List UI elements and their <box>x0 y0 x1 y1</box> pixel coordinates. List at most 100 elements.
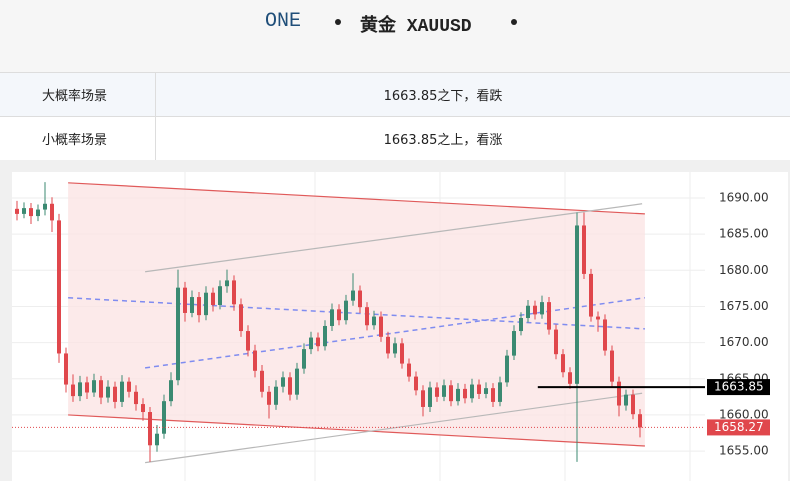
candle-body <box>617 381 621 406</box>
candle-body <box>267 391 271 405</box>
candle-body <box>386 336 390 354</box>
candle-body <box>379 316 383 337</box>
trend-line <box>145 203 643 273</box>
y-tick-label: 1655.00 <box>719 444 769 458</box>
y-tick-label: 1675.00 <box>719 299 769 313</box>
candle-body <box>582 225 586 274</box>
candle-body <box>141 404 145 413</box>
candle-body <box>344 300 348 321</box>
candle-body <box>610 350 614 382</box>
candle-body <box>561 354 565 373</box>
candle-body <box>365 307 369 326</box>
table-row: 大概率场景 1663.85之下，看跌 <box>0 73 790 117</box>
candle-body <box>43 203 47 210</box>
price-level-tag <box>707 419 770 436</box>
candle-body <box>400 343 404 364</box>
candle-body <box>281 377 285 387</box>
candle-body <box>148 412 152 446</box>
candle-body <box>589 273 593 317</box>
candle-body <box>183 287 187 313</box>
candle-body <box>421 390 425 407</box>
candle-body <box>302 349 306 369</box>
candle-body <box>85 382 89 393</box>
candle-body <box>477 384 481 394</box>
candle-body <box>393 343 397 354</box>
candle-body <box>435 387 439 397</box>
scenario-label: 小概率场景 <box>0 117 156 160</box>
candle-body <box>260 370 264 392</box>
candle-body <box>197 297 201 316</box>
candle-body <box>190 297 194 313</box>
trend-line <box>68 182 645 215</box>
candle-body <box>456 388 460 402</box>
candle-body <box>15 208 19 214</box>
candle-body <box>603 319 607 351</box>
candle-body <box>99 380 103 398</box>
candle-body <box>505 355 509 383</box>
candle-body <box>491 388 495 402</box>
candle-body <box>526 305 530 319</box>
candle-body <box>638 414 642 428</box>
candle-body <box>519 318 523 332</box>
candle-body <box>414 376 418 391</box>
candle-body <box>78 382 82 397</box>
candle-body <box>64 353 68 385</box>
candle-body <box>106 386 110 398</box>
candle-body <box>92 380 96 393</box>
candle-body <box>358 290 362 308</box>
candle-body <box>29 208 33 217</box>
candle-body <box>484 388 488 394</box>
candle-body <box>407 363 411 377</box>
candle-body <box>113 386 117 402</box>
y-tick-label: 1680.00 <box>719 263 769 277</box>
candle-body <box>176 287 180 381</box>
candle-body <box>169 380 173 402</box>
candle-body <box>246 331 250 351</box>
candle-body <box>211 292 215 306</box>
price-level-label: 1663.85 <box>714 380 764 394</box>
candle-body <box>428 387 432 407</box>
candle-body <box>631 394 635 415</box>
candle-body <box>554 329 558 355</box>
instrument-symbol: 黄金 XAUUSD <box>360 17 472 37</box>
chart: 1655.001660.001665.001670.001675.001680.… <box>0 160 790 481</box>
candle-body <box>22 208 26 214</box>
candle-body <box>330 309 334 326</box>
candle-body <box>575 225 579 384</box>
y-tick-label: 1685.00 <box>719 227 769 241</box>
candle-body <box>540 302 544 315</box>
candle-body <box>295 368 299 395</box>
candle-body <box>204 292 208 316</box>
candle-body <box>337 309 341 321</box>
separator-dot <box>511 19 517 25</box>
candle-body <box>470 384 474 399</box>
y-tick-label: 1660.00 <box>719 407 769 421</box>
candle-body <box>155 433 159 446</box>
candle-body <box>316 337 320 347</box>
candle-body <box>309 337 313 350</box>
candle-body <box>225 280 229 287</box>
candle-body <box>547 302 551 330</box>
candle-body <box>218 286 222 306</box>
scenario-label: 大概率场景 <box>0 73 156 116</box>
trend-line <box>144 297 646 369</box>
candle-body <box>596 316 600 320</box>
candle-body <box>239 304 243 332</box>
candle-body <box>232 280 236 305</box>
candle-body <box>57 220 61 354</box>
trend-line <box>145 392 643 464</box>
price-level-label: 1658.27 <box>714 420 764 434</box>
candle-body <box>533 305 537 315</box>
candle-body <box>71 384 75 397</box>
y-tick-label: 1670.00 <box>719 335 769 349</box>
candle-body <box>323 325 327 347</box>
header: ONE 黄金 XAUUSD <box>0 0 790 73</box>
candle-body <box>288 377 292 395</box>
instrument-name: ONE <box>265 10 302 33</box>
candle-body <box>512 331 516 356</box>
scenario-value: 1663.85之下，看跌 <box>383 89 503 104</box>
candle-body <box>50 203 54 221</box>
candle-body <box>568 372 572 384</box>
candle-body <box>351 290 355 301</box>
